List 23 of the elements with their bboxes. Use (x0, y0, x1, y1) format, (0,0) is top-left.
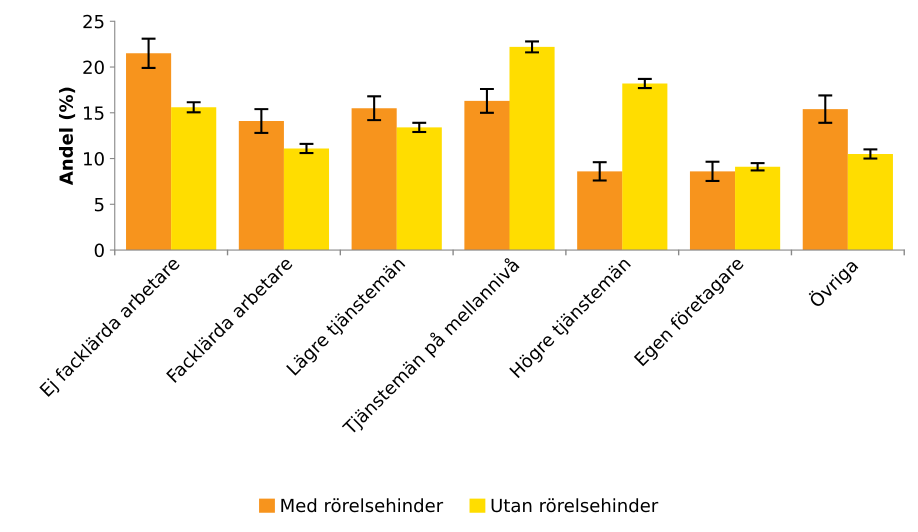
bar (509, 46, 555, 250)
bar (238, 121, 284, 250)
y-tick-label: 25 (83, 14, 104, 28)
y-tick-label: 10 (84, 152, 104, 166)
legend-label: Med rörelsehinder (281, 498, 444, 512)
y-tick-label: 0 (94, 244, 104, 258)
bar (577, 171, 622, 250)
bar (735, 166, 780, 250)
y-tick-label: 20 (83, 60, 104, 74)
y-tick-label: 5 (94, 198, 104, 212)
bar (171, 107, 216, 250)
bar (284, 148, 330, 250)
bar (352, 108, 397, 250)
bar (464, 100, 510, 250)
bar (622, 84, 668, 250)
y-axis-title: Andel (%) (59, 88, 76, 186)
y-tick-label: 15 (84, 106, 104, 120)
bar (802, 109, 848, 250)
bar (396, 127, 442, 250)
bar (690, 171, 736, 250)
bar (126, 53, 172, 250)
legend-label: Utan rörelsehinder (492, 498, 658, 512)
bar (848, 154, 893, 250)
